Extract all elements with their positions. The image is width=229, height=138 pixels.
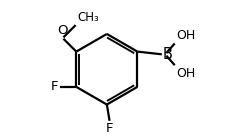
Text: O: O — [57, 24, 68, 37]
Text: CH₃: CH₃ — [77, 11, 98, 24]
Text: B: B — [161, 47, 171, 62]
Text: F: F — [105, 122, 113, 135]
Text: OH: OH — [175, 67, 194, 79]
Text: OH: OH — [175, 29, 194, 42]
Text: F: F — [51, 80, 58, 93]
